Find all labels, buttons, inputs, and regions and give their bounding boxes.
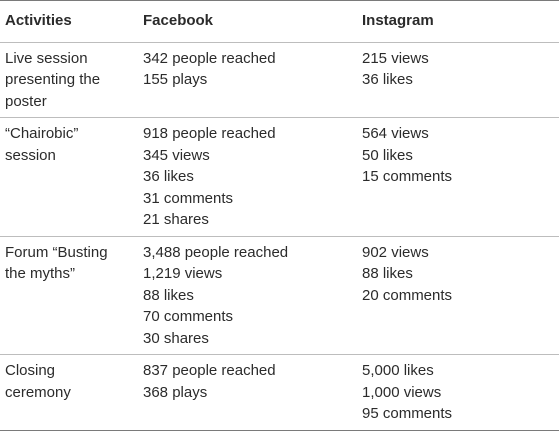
facebook-cell: 3,488 people reached 1,219 views 88 like… bbox=[138, 235, 357, 355]
header-activities: Activities bbox=[5, 12, 72, 29]
facebook-metric: 30 shares bbox=[143, 329, 209, 347]
facebook-metric: 31 comments bbox=[143, 189, 234, 207]
facebook-metric: 70 comments bbox=[143, 308, 234, 325]
activity-line: “Chairobic” bbox=[5, 125, 79, 142]
facebook-metric: 3,488 people reached bbox=[143, 243, 289, 261]
activity-line: session bbox=[5, 146, 56, 164]
instagram-cell: 902 views 88 likes 20 comments bbox=[357, 235, 559, 355]
facebook-cell: 918 people reached 345 views 36 likes 31… bbox=[138, 117, 357, 236]
activity-line: Live session bbox=[5, 49, 88, 67]
table-row: “Chairobic” session 918 people reached 3… bbox=[0, 117, 559, 236]
facebook-cell: 837 people reached 368 plays bbox=[138, 354, 357, 430]
table-row: Live session presenting the poster 342 p… bbox=[0, 42, 559, 118]
instagram-metric: 902 views bbox=[362, 243, 429, 261]
activity-cell: Live session presenting the poster bbox=[0, 42, 138, 118]
activity-cell: Forum “Busting the myths” bbox=[0, 235, 138, 355]
table-header-row: Activities Facebook Instagram bbox=[0, 0, 559, 42]
instagram-metric: 88 likes bbox=[362, 265, 413, 282]
instagram-cell: 564 views 50 likes 15 comments bbox=[357, 117, 559, 236]
instagram-metric: 5,000 likes bbox=[362, 362, 434, 379]
facebook-metric: 155 plays bbox=[143, 71, 208, 88]
facebook-metric: 918 people reached bbox=[143, 125, 276, 142]
facebook-metric: 345 views bbox=[143, 146, 210, 164]
facebook-metric: 342 people reached bbox=[143, 49, 276, 67]
instagram-metric: 36 likes bbox=[362, 71, 413, 88]
table-row: Forum “Busting the myths” 3,488 people r… bbox=[0, 235, 559, 355]
header-instagram: Instagram bbox=[362, 12, 434, 29]
activity-line: poster bbox=[5, 92, 47, 110]
facebook-metric: 88 likes bbox=[143, 286, 194, 304]
instagram-metric: 50 likes bbox=[362, 146, 413, 164]
activity-line: presenting the bbox=[5, 71, 101, 88]
instagram-metric: 1,000 views bbox=[362, 383, 442, 401]
activity-cell: “Chairobic” session bbox=[0, 117, 138, 236]
activity-line: ceremony bbox=[5, 383, 71, 401]
facebook-metric: 21 shares bbox=[143, 211, 209, 228]
instagram-cell: 5,000 likes 1,000 views 95 comments bbox=[357, 354, 559, 430]
instagram-metric: 15 comments bbox=[362, 168, 453, 185]
instagram-cell: 215 views 36 likes bbox=[357, 42, 559, 118]
facebook-metric: 1,219 views bbox=[143, 265, 223, 282]
activity-line: the myths” bbox=[5, 265, 76, 282]
header-facebook: Facebook bbox=[143, 12, 214, 29]
instagram-metric: 95 comments bbox=[362, 405, 453, 422]
facebook-metric: 837 people reached bbox=[143, 362, 276, 379]
activity-line: Closing bbox=[5, 362, 56, 379]
activity-cell: Closing ceremony bbox=[0, 354, 138, 430]
activity-line: Forum “Busting bbox=[5, 243, 108, 261]
instagram-metric: 215 views bbox=[362, 49, 429, 67]
instagram-metric: 20 comments bbox=[362, 286, 453, 304]
facebook-metric: 36 likes bbox=[143, 168, 194, 185]
table-row: Closing ceremony 837 people reached 368 … bbox=[0, 354, 559, 430]
instagram-metric: 564 views bbox=[362, 125, 429, 142]
facebook-metric: 368 plays bbox=[143, 383, 208, 401]
facebook-cell: 342 people reached 155 plays bbox=[138, 42, 357, 118]
